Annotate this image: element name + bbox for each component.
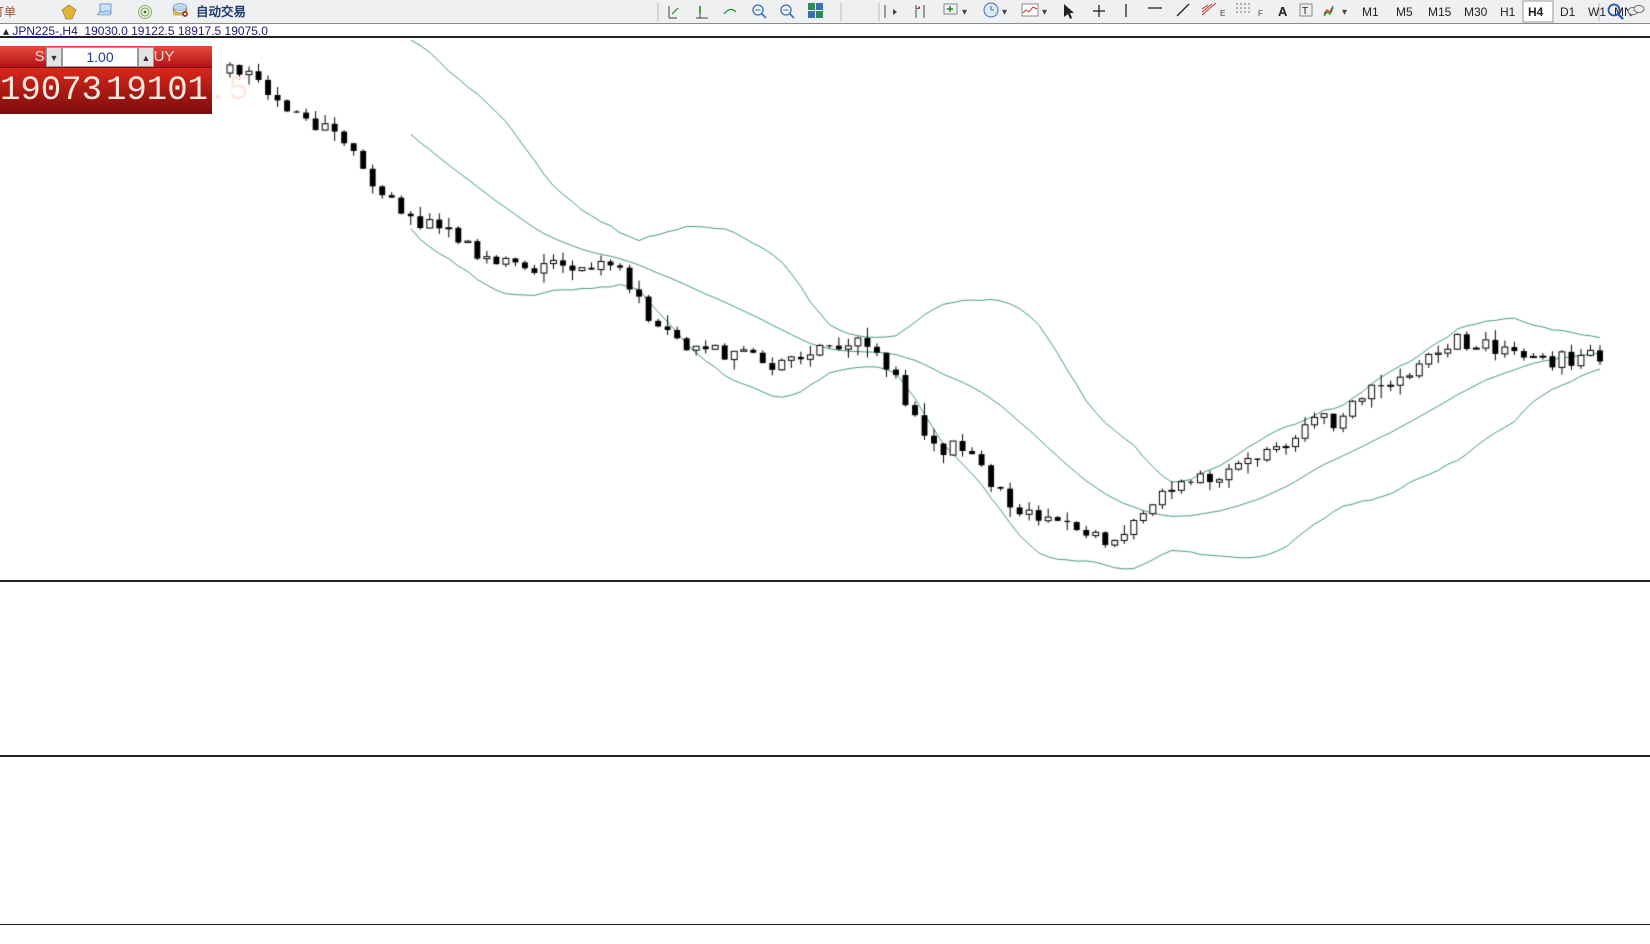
svg-text:F: F: [1258, 9, 1263, 18]
svg-text:订单: 订单: [0, 5, 16, 19]
svg-text:M15: M15: [1428, 5, 1452, 19]
svg-text:E: E: [1220, 9, 1225, 18]
svg-text:M5: M5: [1396, 5, 1413, 19]
svg-text:H4: H4: [1528, 5, 1544, 19]
svg-text:A: A: [1278, 4, 1288, 19]
svg-text:H1: H1: [1500, 5, 1516, 19]
svg-text:D1: D1: [1560, 5, 1576, 19]
svg-text:自动交易: 自动交易: [196, 4, 246, 19]
svg-text:▾: ▾: [962, 7, 967, 18]
svg-text:▾: ▾: [1342, 7, 1347, 18]
svg-text:M1: M1: [1362, 5, 1379, 19]
svg-text:▾: ▾: [1002, 7, 1007, 18]
svg-text:▾: ▾: [1042, 7, 1047, 18]
svg-text:T: T: [1302, 6, 1308, 17]
svg-text:W1: W1: [1588, 5, 1606, 19]
svg-text:M30: M30: [1464, 5, 1488, 19]
